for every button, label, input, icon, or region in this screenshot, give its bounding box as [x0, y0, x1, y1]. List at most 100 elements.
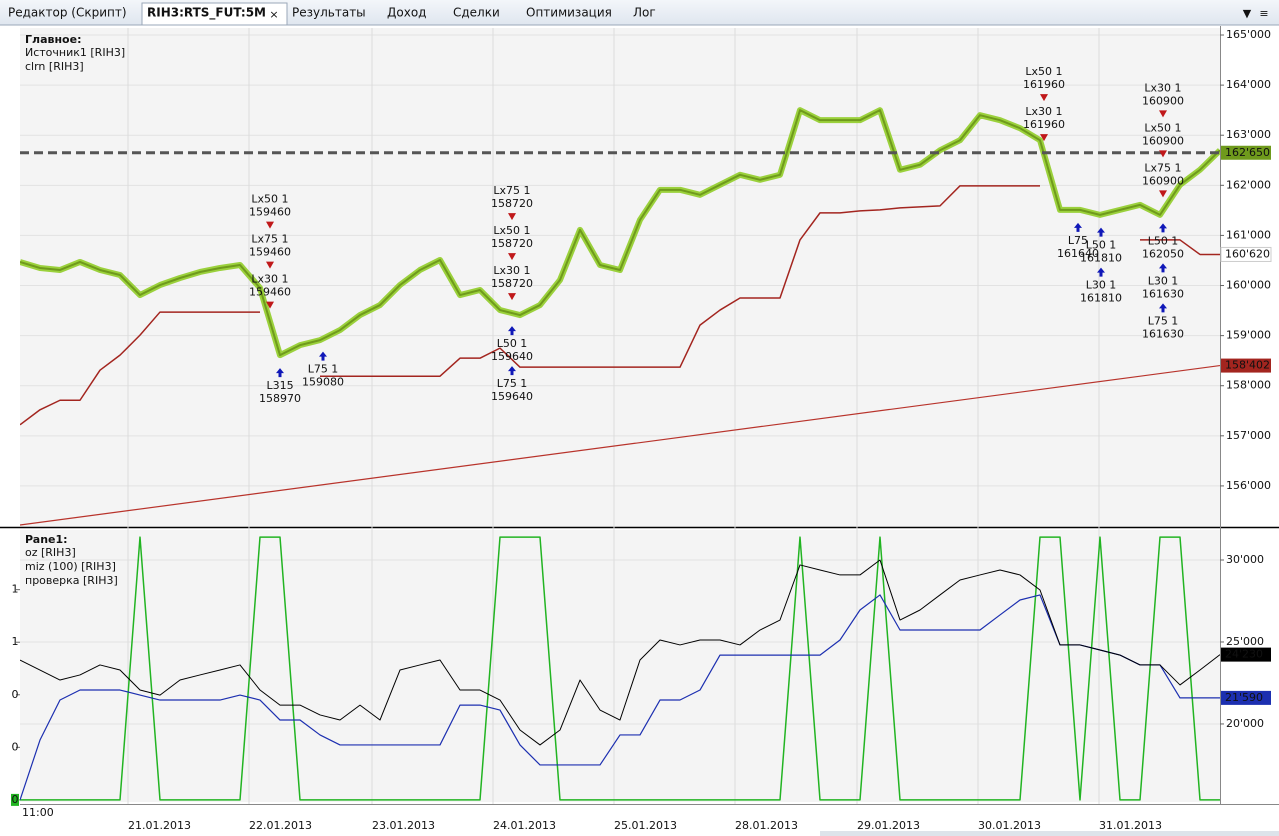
price-label: 158'402 — [1225, 359, 1270, 372]
miz-line — [20, 594, 1220, 801]
tab-list-button[interactable]: ≡ — [1259, 7, 1268, 20]
trade-label: Lx30 1 — [1025, 105, 1062, 118]
trade-price: 160900 — [1142, 94, 1184, 107]
buy-arrow — [1074, 222, 1082, 232]
trade-label: L50 1 — [497, 337, 528, 350]
clrn-line — [320, 185, 1040, 377]
x-tick-label: 29.01.2013 — [857, 819, 920, 832]
x-tick-label: 30.01.2013 — [978, 819, 1041, 832]
trade-label: Lx30 1 — [1144, 81, 1181, 94]
buy-arrow — [1097, 267, 1105, 277]
trade-price: 161810 — [1080, 252, 1122, 265]
trade-label: Lx30 1 — [251, 273, 288, 286]
main-pane-title: Главное: — [25, 33, 81, 46]
active-tab[interactable] — [141, 2, 288, 26]
buy-arrow — [1159, 303, 1167, 313]
main-pane — [20, 107, 1220, 526]
y-tick-label: 156'000 — [1226, 479, 1271, 492]
trade-label: L315 — [266, 379, 293, 392]
y2-tick-box — [11, 793, 19, 806]
y-tick-label: 20'000 — [1226, 717, 1264, 730]
tabs: Редактор (Скрипт) ×RIH3:RTS_FUT:5M Результ… — [8, 2, 656, 26]
y2-tick-label: 0 — [12, 740, 19, 753]
price-label-box — [1220, 246, 1272, 262]
scrollbar[interactable] — [820, 831, 1279, 836]
trade-label: L50 1 — [1086, 239, 1117, 252]
sell-arrow — [1159, 110, 1167, 118]
sell-arrow — [1159, 190, 1167, 198]
price-label: 160'620 — [1225, 247, 1270, 260]
trade-price: 161630 — [1142, 327, 1184, 340]
trade-price: 158970 — [259, 392, 301, 405]
sell-arrow — [1040, 94, 1048, 102]
price-line — [20, 109, 1220, 357]
trade-label: L30 1 — [1148, 274, 1179, 287]
legend-entry: Источник1 [RIH3] — [25, 46, 125, 59]
sell-arrow — [1040, 134, 1048, 142]
overlay: 156'000 157'000 158'000 159'000 160'000 161'0… — [11, 28, 1272, 832]
tab[interactable]: RIH3:RTS_FUT:5M — [147, 6, 266, 21]
x-tick-label: 22.01.2013 — [249, 819, 312, 832]
x-tick-label: 23.01.2013 — [372, 819, 435, 832]
price-label: 21'590 — [1225, 691, 1263, 704]
tab[interactable]: Редактор (Скрипт) — [8, 6, 127, 20]
oz-line — [20, 559, 1220, 746]
price-label: 162'650 — [1225, 146, 1270, 159]
grid — [16, 28, 1224, 804]
y-tick-label: 30'000 — [1226, 553, 1264, 566]
y-tick-label: 159'000 — [1226, 329, 1271, 342]
trade-price: 159640 — [491, 390, 533, 403]
lower-plot-area — [20, 530, 1220, 802]
sell-arrow — [1159, 150, 1167, 158]
y-tick-label: 161'000 — [1226, 228, 1271, 241]
tab[interactable]: Доход — [387, 6, 426, 20]
trade-price: 161960 — [1023, 118, 1065, 131]
trade-price: 159640 — [491, 350, 533, 363]
trade-price: 158720 — [491, 197, 533, 210]
tab[interactable]: Сделки — [453, 6, 500, 20]
sell-arrow — [508, 293, 516, 301]
trade-price: 161810 — [1080, 292, 1122, 305]
lower-pane-title: Pane1: — [25, 533, 68, 546]
tab-menu-button[interactable]: ▼ — [1243, 7, 1252, 20]
main-plot-area — [20, 28, 1220, 527]
tab[interactable]: Оптимизация — [526, 6, 612, 20]
x-tick-label: 24.01.2013 — [493, 819, 556, 832]
trade-price: 159460 — [249, 206, 291, 219]
tab-close[interactable]: × — [269, 8, 278, 21]
sell-arrow — [266, 221, 274, 229]
y-tick-label: 160'000 — [1226, 279, 1271, 292]
x-tick-label: 28.01.2013 — [735, 819, 798, 832]
y2-tick-label: 1 — [12, 583, 19, 596]
x-tick-label: 31.01.2013 — [1099, 819, 1162, 832]
tab[interactable]: Лог — [633, 6, 656, 20]
trade-price: 162050 — [1142, 247, 1184, 260]
trade-price: 159080 — [302, 376, 344, 389]
trade-price: 158720 — [491, 237, 533, 250]
trade-price: 159460 — [249, 246, 291, 259]
trade-label: Lx75 1 — [1144, 161, 1181, 174]
trend-line — [20, 364, 1220, 526]
y2-tick-label: 1 — [12, 635, 19, 648]
buy-arrow — [1159, 223, 1167, 233]
trade-label: L75 1 — [308, 363, 339, 376]
buy-arrow — [508, 326, 516, 336]
trade-label: Lx50 1 — [251, 193, 288, 206]
trade-label: Lx50 1 — [1144, 121, 1181, 134]
y-tick-label: 158'000 — [1226, 379, 1271, 392]
y2-tick-label: 0 — [12, 688, 19, 701]
price-label-box — [1221, 647, 1271, 662]
clrn-line — [20, 311, 260, 426]
y-tick-label: 163'000 — [1226, 128, 1271, 141]
trade-label: Lx75 1 — [251, 233, 288, 246]
buy-arrow — [1097, 227, 1105, 237]
legend-entry: проверка [RIH3] — [25, 574, 118, 587]
sell-arrow — [266, 261, 274, 269]
lower-pane — [20, 536, 1220, 801]
trade-label: Lx30 1 — [493, 264, 530, 277]
x-tick-label: 25.01.2013 — [614, 819, 677, 832]
legend-entry: miz (100) [RIH3] — [25, 560, 116, 573]
buy-arrow — [319, 351, 327, 361]
tab[interactable]: Результаты — [292, 6, 366, 20]
